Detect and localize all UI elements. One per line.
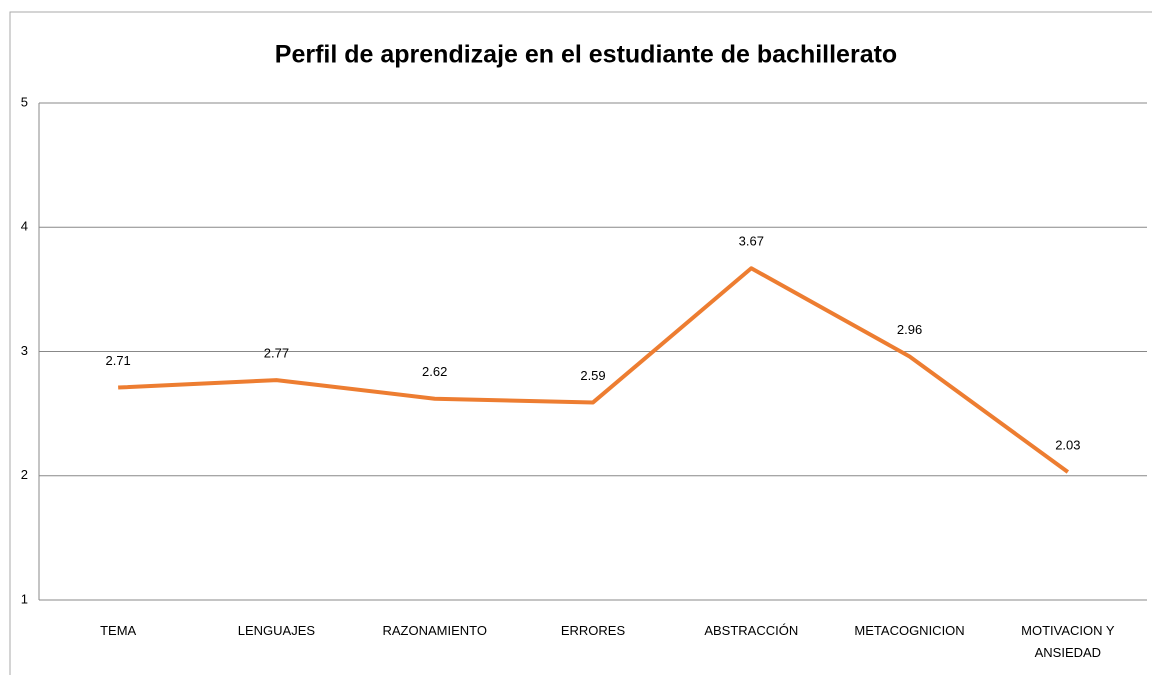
x-tick-label: METACOGNICION [854,623,965,638]
data-label: 2.03 [1055,437,1080,452]
chart-border [9,11,1152,675]
data-label: 2.62 [422,364,447,379]
data-label: 2.59 [580,368,605,383]
y-tick-label: 2 [21,467,28,482]
x-tick-label: RAZONAMIENTO [382,623,487,638]
x-tick-label: ERRORES [560,623,626,638]
data-label: 2.77 [264,346,289,361]
y-tick-label: 1 [21,591,28,606]
x-tick-label: MOTIVACION Y ANSIEDAD [1021,623,1115,660]
x-tick-label: LENGUAJES [237,623,316,638]
x-tick-label: TEMA [100,623,137,638]
data-label: 3.67 [739,234,764,249]
data-label: 2.96 [897,322,922,337]
y-tick-label: 3 [21,343,28,358]
chart-title: Perfil de aprendizaje en el estudiante d… [275,41,897,69]
y-tick-label: 5 [21,94,28,109]
y-tick-label: 4 [21,219,28,234]
data-label: 2.71 [105,353,130,368]
line [118,266,1070,474]
x-tick-label: ABSTRACCIÓN [704,623,799,638]
